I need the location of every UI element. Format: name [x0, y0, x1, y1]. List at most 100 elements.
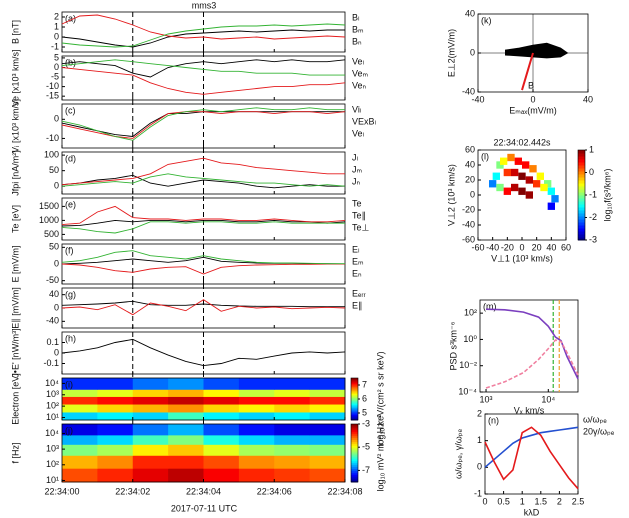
spectrogram-cell	[309, 396, 346, 405]
distribution-cell	[489, 180, 497, 188]
colorbar-swatch	[351, 396, 358, 399]
y-tick-label: 0	[54, 62, 59, 72]
colorbar-swatch	[351, 476, 358, 479]
spectrogram-cell	[97, 378, 134, 390]
colorbar-swatch	[351, 458, 358, 462]
spectrogram-cell	[203, 412, 240, 421]
colorbar-swatch	[578, 183, 585, 187]
panel-label: (g)	[65, 289, 76, 299]
series-line	[485, 339, 579, 389]
y-tick-label: -60	[462, 234, 475, 244]
distribution-cell	[551, 195, 559, 203]
x-tick-label: 22:34:00	[44, 486, 79, 496]
spectrogram-cell	[274, 412, 311, 421]
x-tick-label: -40	[471, 94, 484, 104]
x-tick-label: 1	[520, 496, 525, 506]
legend-entry: Bₙ	[352, 36, 362, 46]
panel-label: (e)	[65, 199, 76, 209]
colorbar-swatch	[578, 231, 585, 235]
spectrogram-cell	[168, 455, 204, 469]
colorbar-swatch	[578, 165, 585, 169]
colorbar-swatch	[578, 168, 585, 172]
colorbar-swatch	[351, 397, 358, 400]
x-axis-label: V⊥1 (10³ km/s)	[491, 253, 553, 263]
colorbar-swatch	[351, 380, 358, 383]
y-tick-label: 2	[54, 11, 59, 21]
spectrogram-cell	[97, 396, 134, 405]
series-line	[61, 23, 346, 48]
legend-entry: Te⊥	[352, 222, 370, 232]
y-tick-label: -40	[462, 219, 475, 229]
x-tick-label: -40	[486, 242, 499, 252]
colorbar-swatch	[578, 201, 585, 205]
spectrogram-cell	[132, 444, 169, 456]
colorbar-swatch	[578, 189, 585, 193]
plot-frame	[484, 413, 579, 495]
series-line	[61, 173, 346, 187]
panel-label: (c)	[65, 105, 76, 115]
y-tick-label: 0	[477, 462, 482, 472]
x-tick-label: 0	[530, 94, 535, 104]
hodogram	[505, 42, 569, 59]
spectrogram-cell	[203, 468, 240, 483]
spectrogram-cell	[309, 378, 346, 390]
spectrogram-cell	[203, 444, 240, 456]
colorbar-swatch	[351, 379, 358, 382]
legend-entry: Jₘ	[352, 164, 363, 174]
y-tick-label: 0	[470, 189, 475, 199]
y-axis-label: Vᵢ [x10³ km/s]	[10, 99, 20, 153]
legend-entry: Eₗ	[352, 244, 360, 254]
spectrogram-cell	[203, 434, 240, 445]
y-tick-label: 40	[465, 159, 475, 169]
colorbar-tick-label: 1	[589, 144, 594, 154]
spectrogram-cell	[97, 424, 134, 436]
spectrogram-cell	[97, 468, 134, 483]
y-tick-label: 1	[477, 435, 482, 445]
y-tick-label: 1	[54, 21, 59, 31]
panel-label: (h)	[65, 333, 76, 343]
spectrogram-cell	[132, 434, 169, 445]
x-tick-label: -60	[471, 242, 484, 252]
colorbar-swatch	[351, 474, 358, 477]
colorbar-swatch	[578, 162, 585, 166]
colorbar-tick-label: 5	[362, 407, 367, 417]
spectrogram-cell	[97, 444, 134, 456]
x-tick-label: 22:34:08	[327, 486, 362, 496]
panel-label: (f)	[65, 245, 74, 255]
y-tick-label: 500	[44, 229, 59, 239]
colorbar-swatch	[351, 478, 358, 481]
y-tick-label: 5	[54, 52, 59, 62]
colorbar-swatch	[578, 216, 585, 220]
spectrogram-cell	[238, 404, 275, 413]
colorbar-swatch	[351, 400, 358, 403]
y-tick-label: 2	[477, 408, 482, 418]
colorbar-swatch	[351, 456, 358, 460]
spectrogram-cell	[203, 404, 240, 413]
colorbar-swatch	[351, 403, 358, 406]
colorbar-swatch	[578, 171, 585, 175]
series-line	[61, 219, 346, 227]
spectrogram-cell	[309, 389, 346, 397]
y-tick-label: 60	[465, 144, 475, 154]
distribution-cell	[496, 183, 504, 192]
y-tick-label: 0	[54, 31, 59, 41]
colorbar-swatch	[351, 394, 358, 397]
colorbar-tick-label: 0	[589, 167, 594, 177]
x-axis-label: kλD	[524, 507, 540, 517]
spectrogram-cell	[238, 424, 275, 436]
spectrogram-cell	[238, 434, 275, 445]
y-tick-label: 1500	[39, 201, 59, 211]
colorbar-swatch	[351, 387, 358, 390]
colorbar-swatch	[351, 468, 358, 471]
y-tick-label: 0.1	[46, 337, 59, 347]
spectrogram-cell	[203, 396, 240, 405]
x-tick-label: 0.5	[497, 496, 510, 506]
spectrogram-cell	[62, 404, 98, 413]
y-axis-label: B [nT]	[10, 20, 20, 44]
y-tick-label: 10⁻²	[459, 360, 477, 370]
panel-label: (n)	[488, 415, 499, 425]
x-tick-label: 22:34:06	[257, 486, 292, 496]
colorbar-swatch	[351, 464, 358, 468]
colorbar-swatch	[351, 410, 358, 413]
